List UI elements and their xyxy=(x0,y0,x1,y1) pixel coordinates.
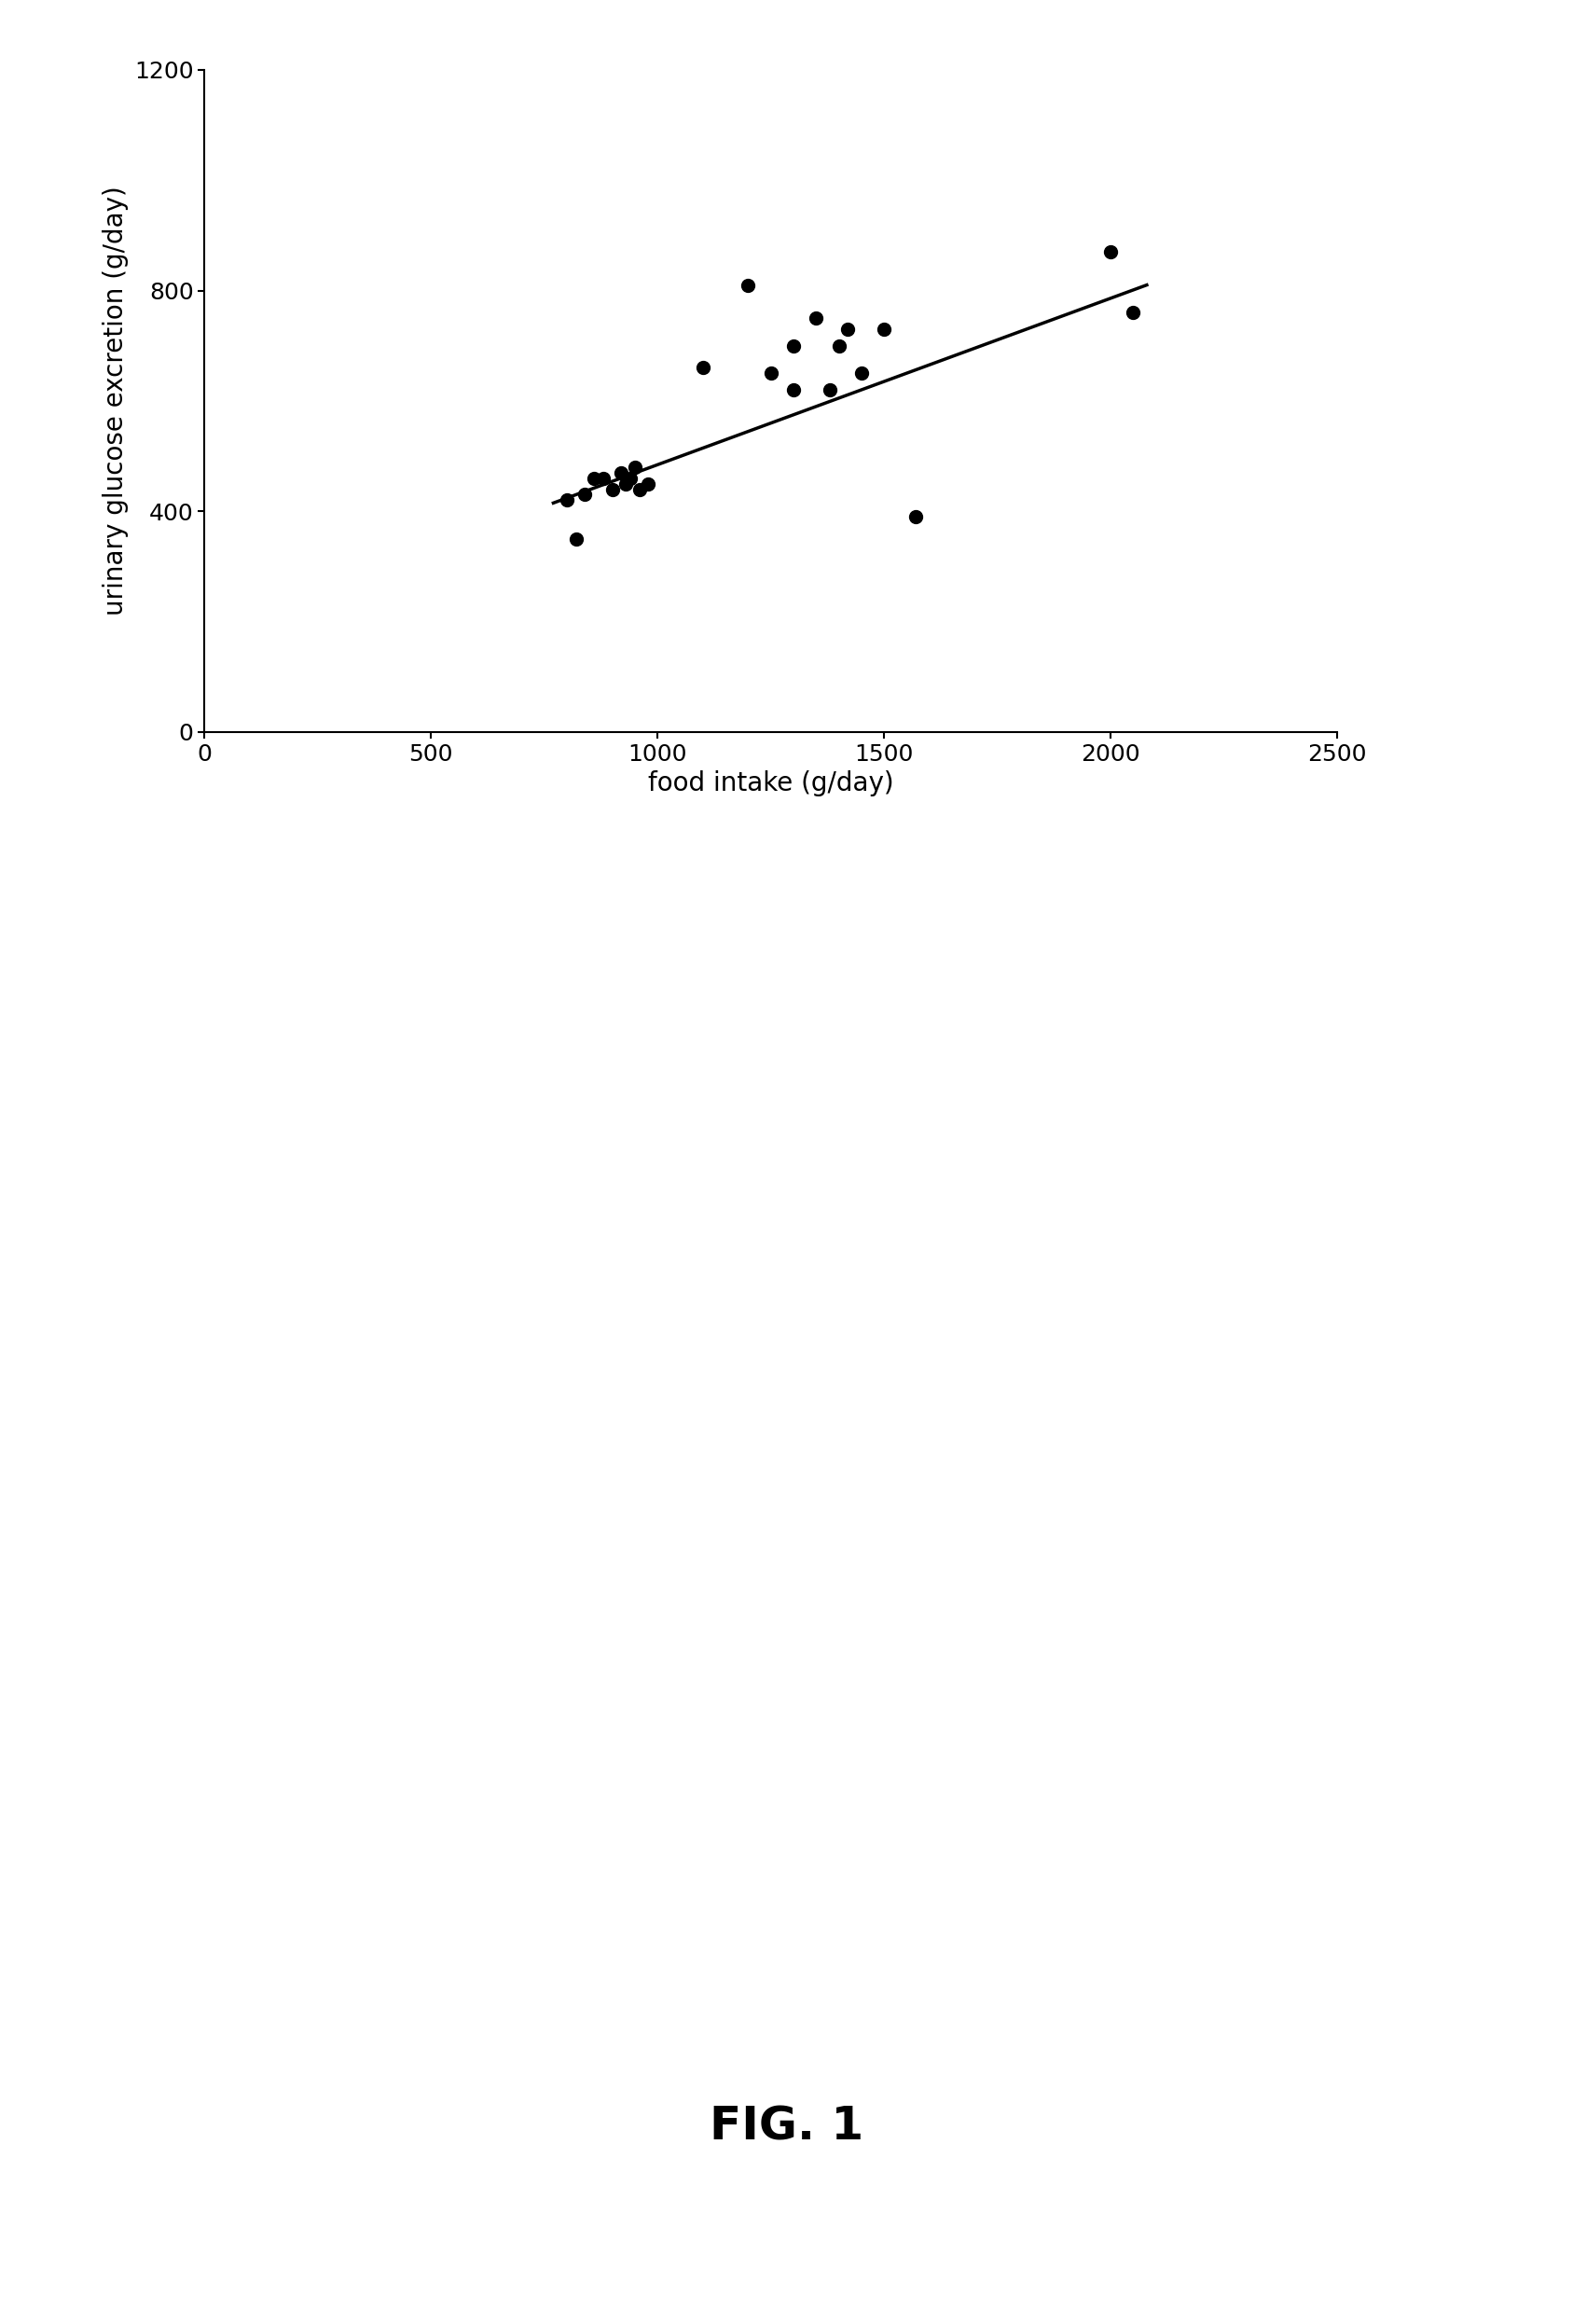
Point xyxy=(849,356,875,393)
Point xyxy=(618,460,643,497)
Point xyxy=(623,449,648,486)
Point xyxy=(590,460,615,497)
Point xyxy=(573,476,598,514)
Point xyxy=(903,497,928,535)
Point xyxy=(816,372,842,409)
X-axis label: food intake (g/day): food intake (g/day) xyxy=(648,772,893,797)
Point xyxy=(826,328,851,365)
Point xyxy=(691,349,716,386)
Point xyxy=(835,311,860,349)
Point xyxy=(599,469,624,507)
Point xyxy=(613,465,639,502)
Point xyxy=(1098,232,1123,270)
Point xyxy=(582,460,607,497)
Point xyxy=(626,469,651,507)
Point xyxy=(780,372,805,409)
Point xyxy=(871,311,897,349)
Point xyxy=(563,521,588,558)
Point xyxy=(554,481,579,518)
Point xyxy=(635,465,661,502)
Point xyxy=(1120,293,1145,330)
Point xyxy=(780,328,805,365)
Y-axis label: urinary glucose excretion (g/day): urinary glucose excretion (g/day) xyxy=(102,186,129,616)
Point xyxy=(736,267,761,304)
Point xyxy=(609,453,634,490)
Point xyxy=(758,356,783,393)
Text: FIG. 1: FIG. 1 xyxy=(709,2103,864,2150)
Point xyxy=(804,300,829,337)
